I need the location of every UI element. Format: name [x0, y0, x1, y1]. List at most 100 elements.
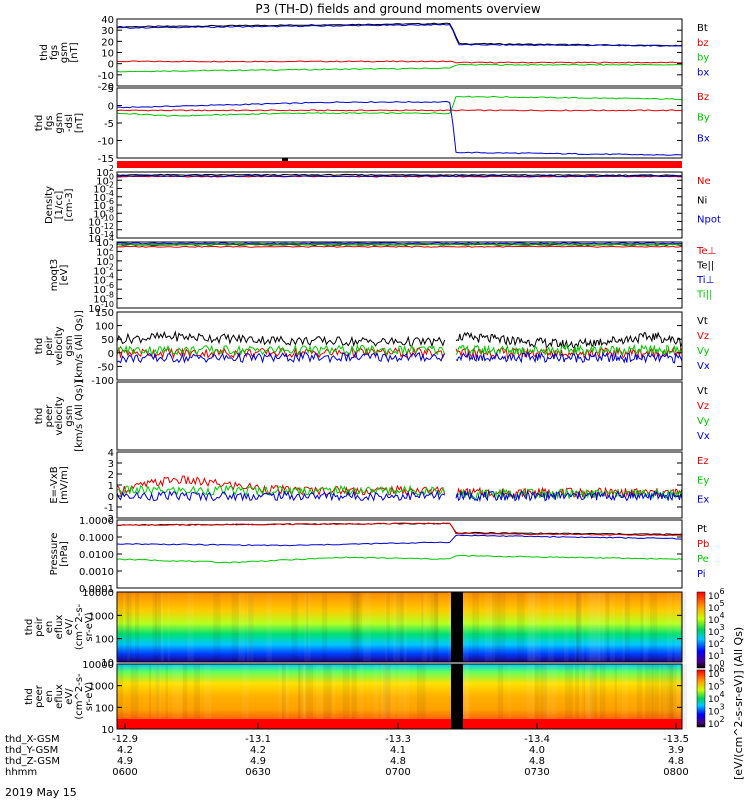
ytick-label: 10 [101, 658, 114, 669]
data-gap-peir_en_eflux [451, 592, 463, 662]
xaxis-value: -13.5 [663, 734, 689, 745]
legend-vz: Vz [697, 331, 709, 342]
spectrogram-streak [291, 592, 298, 662]
spectrogram-streak [581, 664, 585, 729]
ylabel-peir_en_eflux: eV/ [64, 618, 75, 635]
spectrogram-streak [203, 664, 212, 729]
ytick-label: 5 [108, 84, 114, 95]
spectrogram-streak [462, 592, 469, 662]
ylabel-peir_en_eflux: peir [34, 616, 45, 636]
spectrogram-streak [155, 592, 161, 662]
spectrogram-streak [382, 664, 388, 729]
spectrogram-streak [350, 592, 358, 662]
ylabel-peir_velocity: thd [34, 338, 45, 355]
ytick-label: 1000 [89, 682, 114, 693]
spectrogram-streak [605, 592, 610, 662]
spectrogram-streak [464, 664, 470, 729]
xaxis-value: 4.8 [390, 756, 406, 767]
ylabel-peir_velocity: peir [44, 335, 55, 355]
spectrogram-streak [680, 664, 687, 729]
panel-frame-peir_en_eflux [116, 591, 683, 663]
spectrogram-streak [416, 664, 424, 729]
spectrogram-streak [592, 592, 600, 662]
series-bz-line [116, 60, 682, 64]
spectrogram-streak [373, 664, 379, 729]
plot-area-peer_velocity [117, 382, 682, 450]
spectrogram-streak [126, 592, 130, 662]
spectrogram-streak [498, 592, 506, 662]
spectrogram-streak [423, 664, 426, 729]
ytick-label: 10000 [82, 588, 114, 599]
spectrogram-streak [386, 592, 390, 662]
spectrogram-streak [669, 664, 677, 729]
spectrogram-streak [231, 592, 239, 662]
panel-peer_en_eflux: 10000 1000 100 10 thd peer en eflux eV/(cm^2-s-s… [24, 660, 687, 736]
ytick-label: 3 [108, 459, 114, 470]
ylabel-density: [1/cc] [54, 191, 65, 220]
colorbar-upper [696, 591, 706, 669]
spectrogram-streak [534, 664, 540, 729]
spectrogram-streak [248, 592, 254, 662]
series-vy-line [116, 343, 446, 357]
legend-vy: Vy [697, 416, 710, 427]
spectrogram-streak [582, 664, 586, 729]
series-npot-line [116, 175, 683, 178]
series-bz-line [116, 109, 683, 112]
legend-by: By [697, 113, 710, 124]
ylabel-peir_en_eflux: (cm^2-s- [74, 603, 85, 650]
spectrogram-streak [472, 592, 480, 662]
spectrogram-streak [167, 592, 170, 662]
spectrogram-streak [283, 664, 289, 729]
series-bt-line [116, 22, 683, 47]
ytick-label: -10 [98, 137, 114, 148]
series-vx-line [455, 351, 683, 364]
spectrogram-streak [329, 664, 333, 729]
spectrogram-streak [148, 664, 152, 729]
panel-peir_velocity: Vt Vz Vy Vx 150 100 50 0 -50 -100 thd peir velocity g… [34, 308, 710, 387]
xaxis-value: -13.4 [524, 734, 550, 745]
spectrogram-streak [576, 592, 582, 662]
ylabel-pressure: [nPa] [59, 541, 70, 567]
xaxis-value: 4.2 [117, 745, 133, 756]
spectrogram-streak [645, 664, 654, 729]
spectrogram-streak [177, 664, 182, 729]
spectrogram-streak [388, 664, 396, 729]
ytick-label: -5 [104, 119, 114, 130]
spectrogram-streak [508, 664, 511, 729]
xaxis-value: 4.8 [529, 756, 545, 767]
spectrogram-streak [680, 592, 687, 662]
ytick-label: 10 [101, 49, 114, 60]
spectrogram-streak [298, 664, 303, 729]
xaxis-row-label: thd_Y-GSM [5, 745, 58, 756]
series-ni-line [116, 173, 683, 177]
ylabel-peer_velocity: thd [34, 408, 45, 425]
spectrogram-streak [242, 664, 249, 729]
legend-pe: Pe [697, 554, 709, 565]
spectrogram-streak [589, 592, 596, 662]
legend-bt: Bt [697, 23, 708, 34]
ylabel-density: [cm-3] [64, 188, 75, 221]
spectrogram-streak [528, 592, 536, 662]
ytick-label: 150 [95, 308, 114, 319]
spectrogram-streak [403, 592, 407, 662]
mode-bar [117, 161, 682, 168]
ylabel-peer_en_eflux: sr-eV) [84, 682, 95, 711]
ylabel-peir_en_eflux: eflux [54, 615, 65, 640]
spectrogram-streak [155, 664, 161, 729]
legend-ez: Ez [697, 456, 709, 467]
legend-ne: Ne [697, 176, 711, 187]
series-pi-line [116, 534, 683, 547]
xaxis-value: 4.8 [668, 756, 684, 767]
ylabel-peer_velocity: [km/s (All Qs)] [74, 380, 85, 452]
ytick-label: -10 [98, 71, 114, 82]
spectrogram-streak [595, 592, 601, 662]
xaxis-row-label: hhmm [5, 767, 37, 778]
series-vz-line [116, 346, 446, 360]
spectrogram-streak [304, 664, 307, 729]
xaxis-row-label: thd_Z-GSM [5, 756, 60, 767]
spectrogram-streak [585, 664, 594, 729]
spectrogram-streak [667, 664, 674, 729]
spectrogram-streak [397, 664, 406, 729]
panel-fgs_gsm_dsl: Bz By Bx 5 0 -5 -10 -15 thd fgs gsm -dsl [nT] [34, 84, 710, 165]
ylabel-fgs_gsm_dsl: thd [34, 115, 45, 132]
